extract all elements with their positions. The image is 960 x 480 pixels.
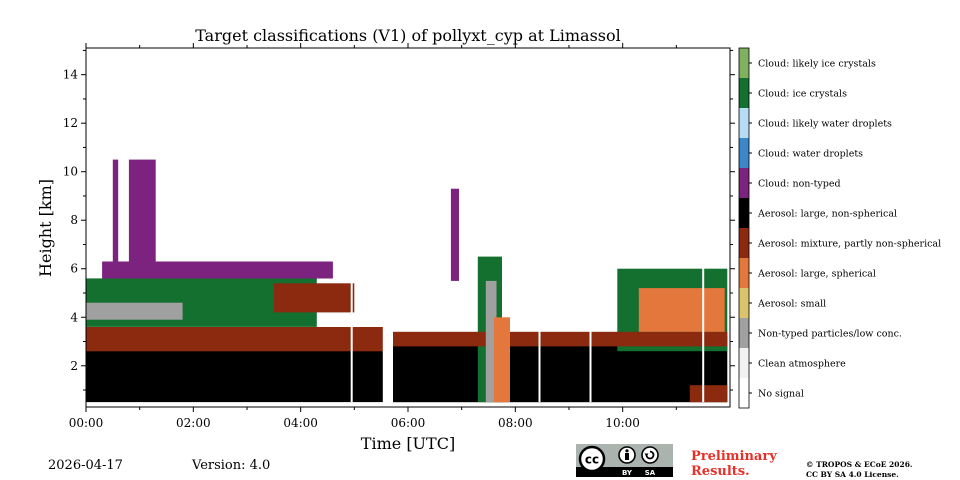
legend-label: Cloud: likely water droplets (758, 119, 892, 130)
class-region (638, 288, 725, 332)
legend-label: Cloud: ice crystals (758, 89, 847, 100)
x-tick-label: 10:00 (605, 416, 640, 430)
legend-swatch (739, 78, 749, 108)
legend-swatch (739, 258, 749, 288)
legend-frame (738, 47, 750, 409)
data-gap (589, 256, 592, 403)
y-axis: 2 4 6 8 10 12 14 (63, 49, 735, 391)
data-gap (702, 256, 705, 403)
preliminary-results-note: Preliminary Results. (691, 449, 777, 479)
date-label: 2026-04-17 (48, 458, 123, 473)
legend-swatch (739, 378, 749, 408)
x-axis: 00:00 02:00 04:00 06:00 08:00 10:00 (69, 43, 677, 430)
legend-swatch (739, 138, 749, 168)
class-region (689, 385, 728, 403)
class-region (86, 302, 183, 320)
preliminary-line-1: Preliminary (691, 449, 777, 464)
y-tick-label: 4 (70, 310, 78, 324)
copyright-line-2: CC BY SA 4.0 License. (806, 470, 899, 479)
y-tick-label: 12 (63, 116, 78, 130)
badge-sa-text: SA (645, 469, 656, 477)
cc-logo-icon: cc (578, 445, 606, 473)
data-gap (538, 256, 541, 403)
legend-swatch (739, 168, 749, 198)
data-gap (350, 256, 353, 403)
data-gap (383, 256, 393, 403)
x-tick-label: 08:00 (498, 416, 533, 430)
y-tick-label: 10 (63, 165, 78, 179)
copyright-line-1: © TROPOS & ECoE 2026. (806, 460, 913, 469)
legend-label: Aerosol: small (757, 299, 826, 310)
legend-swatch (739, 318, 749, 348)
cc-license-badge: cc BY SA (576, 444, 673, 477)
x-tick-label: 00:00 (69, 416, 104, 430)
chart-title: Target classifications (V1) of pollyxt_c… (195, 26, 621, 45)
class-region (450, 188, 459, 281)
legend-label: Aerosol: large, non-spherical (757, 209, 897, 220)
svg-text:cc: cc (585, 453, 599, 467)
legend-label: Non-typed particles/low conc. (758, 329, 902, 340)
legend-swatch (739, 348, 749, 378)
class-region (273, 283, 355, 313)
version-label: Version: 4.0 (192, 458, 271, 473)
legend-label: Cloud: likely ice crystals (758, 59, 876, 70)
copyright-note: © TROPOS & ECoE 2026. CC BY SA 4.0 Licen… (806, 460, 913, 480)
class-region (128, 159, 156, 262)
class-region (86, 327, 384, 352)
x-tick-label: 04:00 (283, 416, 318, 430)
y-tick-label: 14 (63, 68, 79, 82)
class-region (112, 159, 119, 262)
badge-by-text: BY (622, 469, 633, 477)
legend-label: Aerosol: large, spherical (757, 269, 876, 280)
y-tick-label: 6 (70, 262, 78, 276)
class-region (102, 261, 333, 279)
badge-footer-strip (576, 467, 673, 477)
x-tick-label: 06:00 (391, 416, 426, 430)
plot-area (85, 47, 731, 408)
legend-label: Aerosol: mixture, partly non-spherical (757, 239, 941, 250)
legend-colorbar: Cloud: likely ice crystals Cloud: ice cry… (738, 47, 941, 409)
legend-label: No signal (758, 389, 804, 400)
legend-swatch (739, 48, 749, 78)
x-tick-label: 02:00 (176, 416, 211, 430)
legend-swatch (739, 288, 749, 318)
class-region (393, 331, 728, 347)
y-tick-label: 2 (70, 359, 78, 373)
preliminary-line-2: Results. (691, 464, 750, 479)
x-axis-label: Time [UTC] (361, 434, 455, 453)
by-attribution-icon (618, 446, 636, 464)
y-axis-label: Height [km] (36, 179, 55, 277)
legend-label: Cloud: water droplets (758, 149, 863, 160)
class-region (485, 280, 497, 403)
sa-sharealike-icon (641, 446, 659, 464)
y-tick-label: 8 (70, 213, 78, 227)
legend-swatch (739, 228, 749, 258)
legend-swatch (739, 198, 749, 228)
legend-label: Clean atmosphere (758, 359, 846, 370)
legend-swatch (739, 108, 749, 138)
class-region (493, 317, 510, 403)
legend-label: Cloud: non-typed (758, 179, 841, 190)
